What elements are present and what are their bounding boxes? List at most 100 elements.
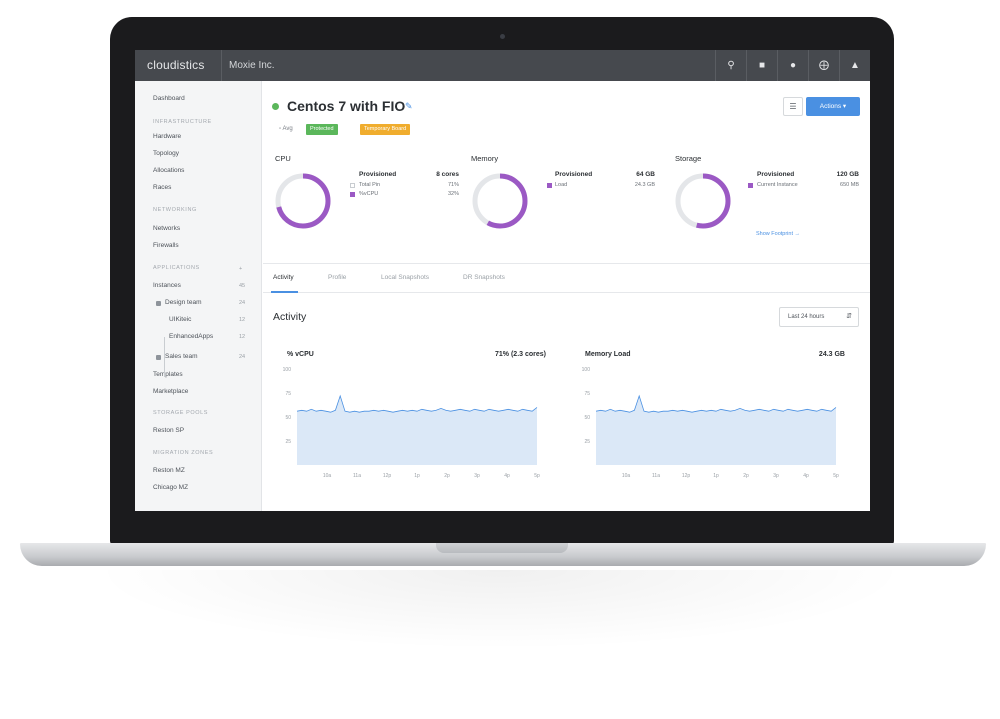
sidebar-item-chicago-mz[interactable]: Chicago MZ	[153, 484, 189, 491]
list-icon[interactable]: ☰	[783, 97, 803, 116]
tab-local-snapshots[interactable]: Local Snapshots	[381, 274, 430, 281]
x-tick-label: 11a	[652, 473, 660, 479]
x-tick-label: 12p	[682, 473, 691, 479]
x-tick-label: 10a	[323, 473, 332, 479]
brand-logo[interactable]: cloudistics	[147, 58, 205, 72]
actions-button[interactable]: Actions ▾	[806, 97, 860, 116]
vcpu-area-chart: 100 75 50 25 10a 11a 12p 1p 2p 3p 4p 5p	[283, 367, 540, 479]
sidebar-item-uikiteic[interactable]: UIKiteic	[169, 316, 192, 323]
memory-provisioned-value: 64 GB	[636, 171, 655, 178]
sidebar-item-networks[interactable]: Networks	[153, 225, 181, 232]
area-series	[596, 395, 836, 465]
sidebar-section-storage-pools: STORAGE POOLS	[153, 410, 209, 416]
cpu-label: CPU	[275, 154, 291, 163]
sidebar-item-races[interactable]: Races	[153, 184, 172, 191]
cpu-provisioned-value: 8 cores	[436, 171, 459, 178]
legend-swatch	[350, 183, 355, 188]
show-footprint-link[interactable]: Show Footprint →	[756, 231, 801, 237]
storage-provisioned-label: Provisioned	[757, 171, 795, 178]
sidebar-item-marketplace[interactable]: Marketplace	[153, 388, 189, 395]
line-series	[296, 394, 538, 413]
tag-protected[interactable]: Protected	[306, 124, 338, 135]
activity-title: Activity	[273, 311, 307, 323]
x-tick-label: 10a	[622, 473, 631, 479]
bag-icon[interactable]: ■	[746, 50, 777, 81]
main-panel: Centos 7 with FIO ✎ ▫ Avg Protected Temp…	[263, 81, 870, 511]
bell-icon[interactable]: ●	[777, 50, 808, 81]
sidebar-item-sales-team[interactable]: Sales team	[165, 353, 198, 360]
divider	[221, 50, 222, 81]
laptop-base	[20, 543, 986, 566]
x-tick-label: 3p	[474, 473, 480, 479]
cpu-legend-label: Total Pin	[359, 182, 381, 188]
sidebar-count: 24	[239, 354, 246, 360]
y-tick-label: 50	[584, 415, 590, 421]
time-range-value: Last 24 hours	[788, 314, 825, 320]
x-tick-label: 2p	[743, 473, 749, 479]
sidebar-item-firewalls[interactable]: Firewalls	[153, 242, 179, 249]
laptop-notch	[436, 543, 568, 553]
x-tick-label: 1p	[414, 473, 420, 479]
x-tick-label: 2p	[444, 473, 450, 479]
active-tab-indicator	[271, 291, 298, 293]
sidebar-section-networking: NETWORKING	[153, 207, 197, 213]
sidebar-item-reston-sp[interactable]: Reston SP	[153, 427, 185, 434]
legend-swatch	[547, 183, 552, 188]
memory-label: Memory	[471, 154, 499, 163]
donut-fill	[472, 173, 528, 229]
memory-legend-label: Load	[555, 182, 568, 188]
sidebar-section-migration-zones: MIGRATION ZONES	[153, 450, 214, 456]
org-name[interactable]: Moxie Inc.	[229, 60, 275, 71]
y-tick-label: 75	[285, 391, 291, 397]
sidebar-item-allocations[interactable]: Allocations	[153, 167, 185, 174]
memory-chart-title: Memory Load	[585, 351, 631, 358]
sidebar: Dashboard INFRASTRUCTURE Hardware Topology A…	[135, 81, 262, 511]
x-tick-label: 12p	[383, 473, 392, 479]
tab-activity[interactable]: Activity	[273, 274, 294, 281]
sidebar-count: 24	[239, 300, 246, 306]
legend-swatch	[350, 192, 355, 197]
memory-provisioned-label: Provisioned	[555, 171, 593, 178]
sidebar-item-topology[interactable]: Topology	[153, 150, 180, 157]
x-tick-label: 3p	[773, 473, 779, 479]
time-range-select[interactable]: Last 24 hours ⇵	[779, 307, 859, 327]
sidebar-item-templates[interactable]: Templates	[153, 371, 183, 378]
memory-chart-value: 24.3 GB	[818, 351, 845, 358]
tab-profile[interactable]: Profile	[328, 274, 347, 281]
tab-dr-snapshots[interactable]: DR Snapshots	[463, 274, 505, 281]
sidebar-item-dashboard[interactable]: Dashboard	[153, 95, 185, 102]
y-tick-label: 25	[285, 439, 291, 445]
legend-swatch	[748, 183, 753, 188]
actions-label: Actions	[819, 103, 842, 110]
memory-legend-value: 24.3 GB	[634, 182, 655, 188]
x-tick-label: 4p	[803, 473, 809, 479]
sidebar-section-applications: APPLICATIONS	[153, 265, 200, 271]
storage-donut	[675, 173, 731, 229]
edit-icon[interactable]: ✎	[405, 101, 413, 111]
storage-legend-value: 650 MB	[840, 182, 859, 188]
memory-donut	[472, 173, 528, 229]
laptop-shadow	[90, 570, 910, 650]
cpu-donut	[275, 173, 331, 229]
sidebar-count: 12	[239, 334, 246, 340]
sidebar-item-enhancedapps[interactable]: EnhancedApps	[169, 333, 214, 340]
tag-temporary-board[interactable]: Temporary Board	[360, 124, 411, 135]
search-icon[interactable]: ⚲	[715, 50, 746, 81]
camera	[500, 34, 505, 39]
sidebar-item-instances[interactable]: Instances	[153, 282, 181, 289]
storage-legend-label: Current Instance	[757, 182, 798, 188]
vcpu-chart-value: 71% (2.3 cores)	[495, 351, 546, 358]
sidebar-item-reston-mz[interactable]: Reston MZ	[153, 467, 185, 474]
x-tick-label: 5p	[833, 473, 839, 479]
y-tick-label: 100	[283, 367, 292, 373]
sidebar-item-hardware[interactable]: Hardware	[153, 133, 182, 140]
y-tick-label: 50	[285, 415, 291, 421]
tree-line	[164, 337, 165, 377]
donut-fill	[675, 173, 731, 229]
support-icon[interactable]: ⨁	[808, 50, 839, 81]
user-icon[interactable]: ▲	[839, 50, 870, 81]
y-tick-label: 25	[584, 439, 590, 445]
status-indicator	[272, 103, 279, 110]
sidebar-item-design-team[interactable]: Design team	[165, 299, 202, 306]
cpu-provisioned-label: Provisioned	[359, 171, 397, 178]
